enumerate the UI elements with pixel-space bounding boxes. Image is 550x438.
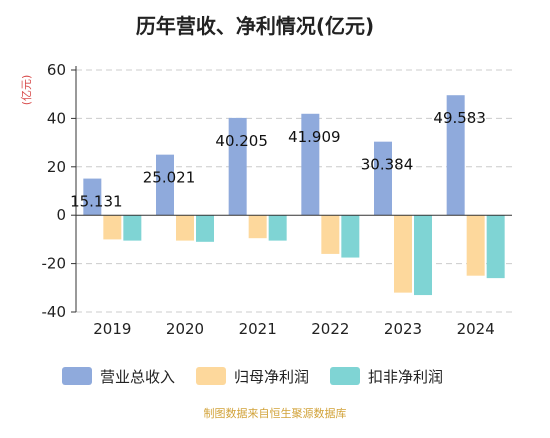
y-tick-label: 20 <box>47 158 66 176</box>
data-label: 41.909 <box>288 128 341 146</box>
bar-series-2 <box>394 215 412 293</box>
data-labels: 15.131 25.021 40.205 41.909 30.384 49.583 <box>70 109 486 210</box>
legend-swatch <box>62 367 92 385</box>
legend: 营业总收入 归母净利润 扣非净利润 <box>62 367 443 386</box>
bar-series-1 <box>446 95 465 216</box>
legend-label: 营业总收入 <box>100 368 175 386</box>
y-axis-unit: (亿元) <box>20 75 33 106</box>
bar-series-3 <box>414 215 432 296</box>
data-label: 25.021 <box>143 169 196 187</box>
x-tick-label: 2020 <box>166 320 204 338</box>
data-label: 30.384 <box>361 156 414 174</box>
y-tick-label: 0 <box>56 206 66 224</box>
legend-swatch <box>196 367 226 385</box>
legend-label: 归母净利润 <box>234 368 309 386</box>
y-tick-label: 60 <box>47 61 66 79</box>
data-label: 15.131 <box>70 193 123 211</box>
bar-series-1 <box>301 113 320 216</box>
source-note: 制图数据来自恒生聚源数据库 <box>204 406 347 420</box>
legend-label: 扣非净利润 <box>368 368 443 386</box>
axes <box>75 66 512 312</box>
bar-series-1 <box>228 117 247 216</box>
y-axis-ticks: -40 -20 0 20 40 60 <box>42 61 76 321</box>
bar-series-3 <box>341 215 360 258</box>
bar-series-2 <box>103 215 122 240</box>
bar-series-3 <box>486 215 505 279</box>
chart-title: 历年营收、净利情况(亿元) <box>136 14 374 38</box>
bar-series-2 <box>321 215 340 254</box>
x-axis-ticks: 2019 2020 2021 2022 2023 2024 <box>93 320 495 338</box>
data-label: 40.205 <box>215 132 268 150</box>
data-label: 49.583 <box>433 109 486 127</box>
x-tick-label: 2022 <box>311 320 349 338</box>
bar-series-2 <box>466 215 485 276</box>
y-tick-label: -20 <box>42 255 67 273</box>
bar-series-2 <box>248 215 267 239</box>
bar-series-1 <box>156 154 174 216</box>
bar-series-3 <box>123 215 142 241</box>
gridlines <box>76 69 512 313</box>
x-tick-label: 2024 <box>457 320 495 338</box>
bars <box>83 95 505 296</box>
bar-series-3 <box>196 215 214 242</box>
legend-swatch <box>330 367 360 385</box>
bar-series-1 <box>374 141 392 216</box>
bar-series-1 <box>83 178 102 216</box>
bar-series-2 <box>176 215 194 241</box>
x-tick-label: 2023 <box>384 320 422 338</box>
x-tick-label: 2021 <box>239 320 277 338</box>
bar-series-3 <box>268 215 287 241</box>
y-tick-label: -40 <box>42 303 67 321</box>
x-tick-label: 2019 <box>93 320 131 338</box>
y-tick-label: 40 <box>47 109 66 127</box>
